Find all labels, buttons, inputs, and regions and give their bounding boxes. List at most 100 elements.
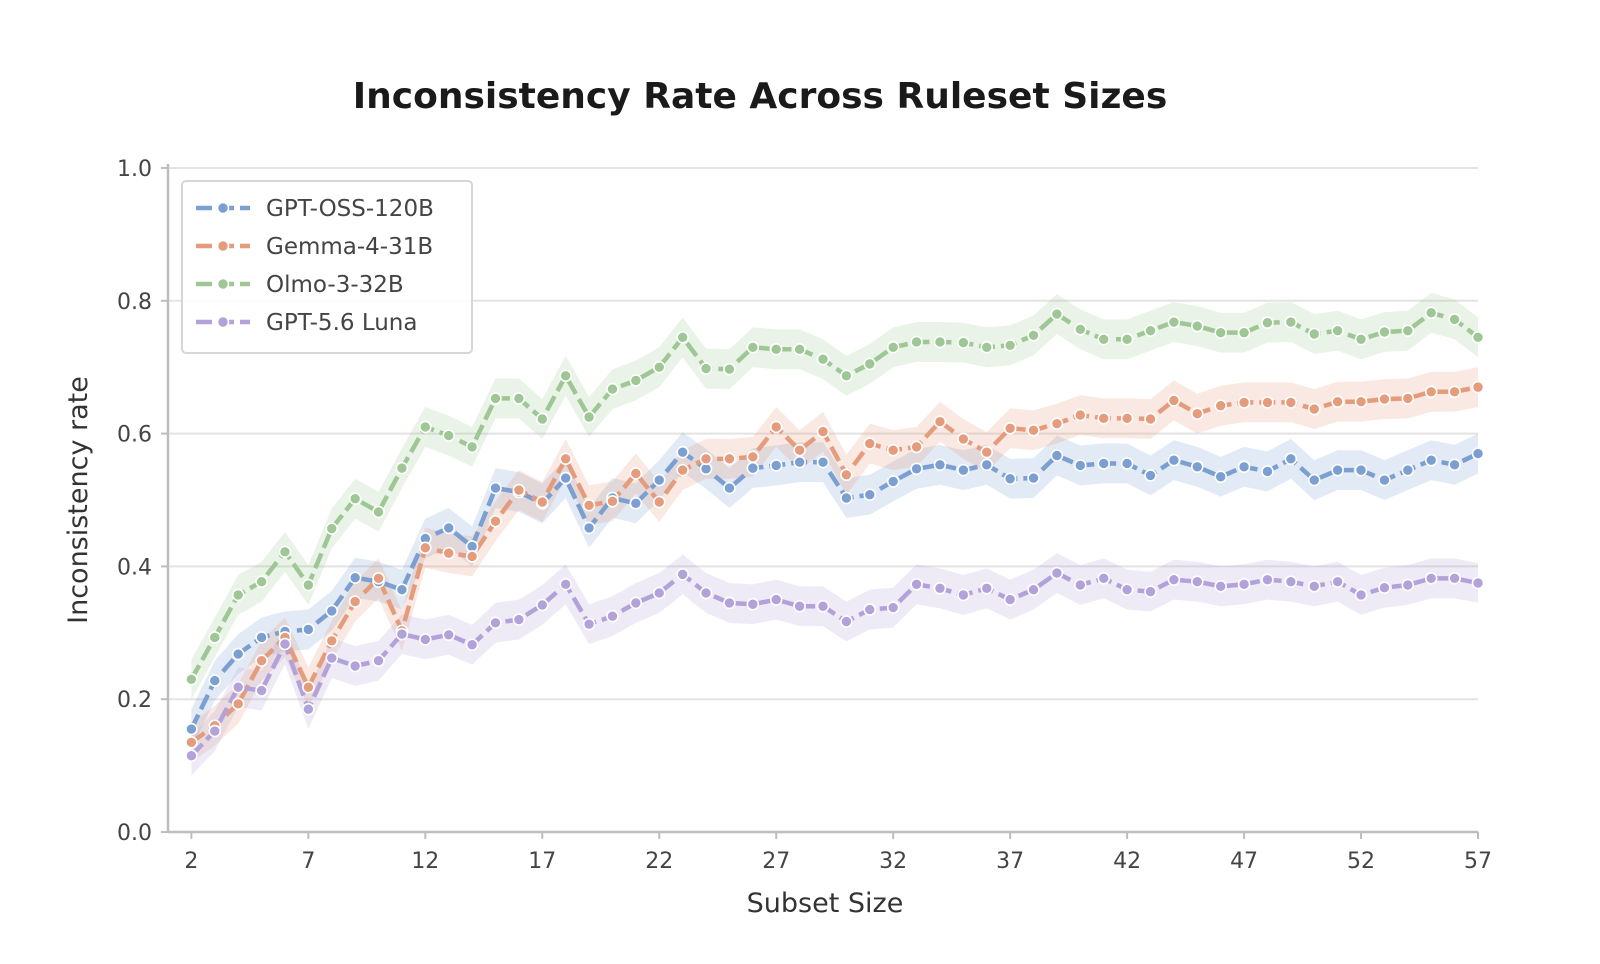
line-series-3: [189, 570, 1479, 758]
point-series-0-46: [1261, 465, 1274, 478]
point-series-3-9: [395, 627, 409, 641]
x-tick-label-2: 12: [411, 849, 439, 874]
point-series-2-42: [1167, 315, 1181, 329]
point-series-3-30: [886, 601, 900, 614]
point-series-0-50: [1354, 463, 1368, 477]
band-series-1: [191, 367, 1479, 763]
point-series-1-53: [1424, 385, 1438, 399]
point-series-3-54: [1448, 572, 1461, 585]
point-series-1-38: [1074, 408, 1087, 422]
x-tick-label-6: 32: [879, 849, 907, 874]
point-series-2-20: [652, 360, 666, 374]
legend-swatch-marker-0: [216, 201, 230, 215]
point-series-3-10: [419, 633, 432, 646]
point-series-3-27: [816, 599, 830, 613]
point-series-0-31: [910, 462, 923, 476]
point-series-1-40: [1120, 412, 1134, 425]
point-series-2-36: [1027, 329, 1040, 342]
point-series-0-39: [1097, 457, 1111, 470]
point-series-2-4: [278, 545, 292, 559]
x-tick-label-7: 37: [996, 849, 1024, 874]
point-series-2-41: [1144, 324, 1157, 337]
point-series-0-1: [208, 674, 222, 687]
point-series-2-40: [1120, 333, 1134, 346]
point-series-2-26: [793, 342, 806, 356]
point-series-0-27: [816, 455, 830, 469]
point-series-0-53: [1424, 453, 1438, 467]
point-series-2-0: [185, 672, 198, 686]
point-series-2-22: [699, 362, 713, 375]
point-series-3-17: [582, 617, 596, 631]
point-series-3-32: [933, 582, 947, 595]
point-series-1-8: [372, 572, 385, 585]
legend: GPT-OSS-120B Gemma-4-31B Olmo-3-32B GPT-5.6…: [181, 180, 473, 354]
point-series-3-40: [1120, 583, 1134, 596]
point-series-3-44: [1214, 580, 1227, 593]
point-series-1-6: [325, 634, 339, 648]
point-series-3-11: [442, 628, 456, 642]
point-series-3-19: [629, 596, 643, 610]
point-series-0-47: [1284, 452, 1298, 466]
point-series-1-2: [231, 697, 245, 711]
x-tick-label-10: 52: [1347, 849, 1375, 874]
point-series-2-28: [840, 369, 853, 383]
point-series-3-35: [1003, 593, 1017, 606]
x-tick-label-9: 47: [1230, 849, 1258, 874]
point-series-2-25: [769, 342, 783, 356]
point-series-1-18: [606, 495, 619, 508]
point-series-1-51: [1378, 392, 1391, 406]
point-series-2-15: [535, 412, 549, 426]
legend-label-3: GPT-5.6 Luna: [266, 310, 417, 336]
point-series-1-44: [1214, 399, 1227, 413]
point-series-2-2: [231, 588, 245, 602]
point-series-3-20: [652, 586, 666, 600]
point-series-3-8: [372, 654, 385, 667]
point-series-3-25: [769, 593, 783, 606]
point-series-1-5: [302, 680, 315, 694]
point-series-0-42: [1167, 453, 1181, 467]
point-series-2-44: [1214, 326, 1227, 339]
point-series-1-26: [793, 443, 806, 457]
point-series-1-31: [910, 440, 923, 454]
point-series-1-25: [769, 420, 783, 434]
point-series-2-38: [1074, 323, 1087, 336]
point-series-1-10: [419, 541, 432, 555]
point-series-2-51: [1378, 325, 1391, 339]
point-series-3-22: [699, 586, 713, 600]
point-series-1-48: [1307, 402, 1321, 416]
legend-box: [181, 180, 473, 354]
point-series-2-7: [348, 492, 362, 505]
point-series-2-12: [465, 440, 479, 454]
point-series-3-24: [746, 597, 760, 611]
point-series-2-35: [1003, 338, 1017, 352]
point-series-1-54: [1448, 385, 1461, 399]
point-series-2-18: [606, 382, 619, 396]
point-series-0-51: [1378, 473, 1391, 487]
point-series-3-34: [980, 582, 994, 595]
point-series-0-9: [395, 583, 409, 596]
point-series-3-5: [302, 702, 315, 716]
point-series-0-45: [1237, 460, 1251, 474]
y-axis-label: Inconsistency rate: [63, 376, 94, 624]
point-series-1-41: [1144, 412, 1157, 426]
point-series-3-3: [255, 684, 268, 697]
point-series-2-11: [442, 429, 456, 442]
y-tick-label-2: 0.4: [117, 555, 152, 580]
x-tick-label-1: 7: [301, 849, 315, 874]
point-series-0-13: [489, 481, 502, 495]
x-tick-label-3: 17: [528, 849, 556, 874]
point-series-0-17: [582, 521, 596, 535]
point-series-2-19: [629, 374, 643, 387]
point-series-2-55: [1471, 331, 1485, 344]
point-series-2-13: [489, 392, 502, 405]
point-series-1-21: [676, 463, 689, 477]
point-series-0-28: [840, 491, 853, 505]
point-series-0-40: [1120, 457, 1134, 470]
point-series-0-49: [1331, 463, 1344, 477]
point-series-2-30: [886, 340, 900, 354]
point-series-2-27: [816, 352, 830, 366]
point-series-0-30: [886, 475, 900, 488]
point-series-0-37: [1050, 449, 1064, 462]
axes: [166, 164, 1478, 834]
point-series-2-52: [1401, 324, 1415, 337]
